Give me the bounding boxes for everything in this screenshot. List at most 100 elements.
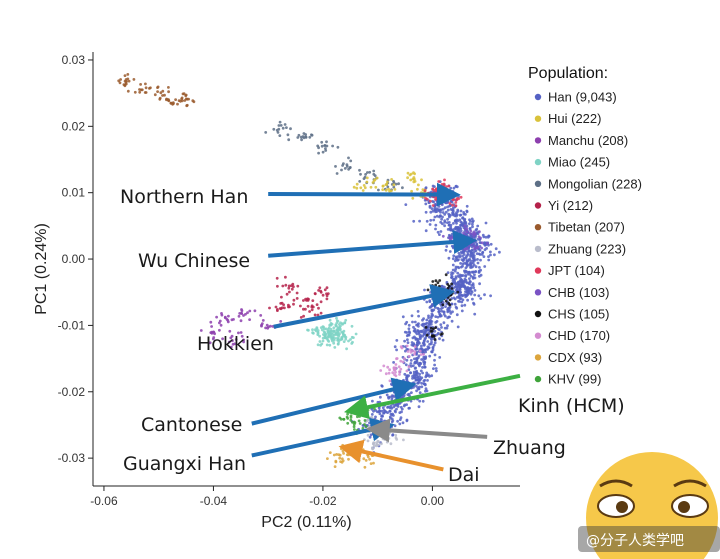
data-point — [447, 214, 451, 218]
data-point — [325, 140, 328, 144]
data-point — [268, 306, 271, 310]
data-point — [423, 337, 427, 341]
legend-entry: Han (9,043) — [534, 90, 617, 105]
data-point — [425, 219, 429, 223]
data-point — [362, 457, 366, 461]
data-point — [310, 133, 313, 137]
data-point — [412, 372, 416, 376]
annotation-arrow — [251, 417, 395, 458]
data-point — [457, 283, 460, 287]
data-point — [289, 127, 292, 131]
annotation-label: Hokkien — [197, 333, 274, 355]
data-point — [248, 318, 252, 321]
data-point — [498, 250, 501, 254]
legend-swatch — [534, 289, 542, 296]
x-axis-ticks: -0.06 -0.04 -0.02 0.00 — [90, 486, 444, 508]
data-point — [362, 184, 366, 187]
data-point — [484, 235, 488, 239]
data-point — [341, 331, 345, 335]
data-point — [426, 288, 430, 292]
data-point — [238, 312, 242, 315]
y-tick: 0.02 — [62, 119, 93, 133]
legend-entry: Zhuang (223) — [534, 241, 626, 256]
data-point — [396, 405, 400, 408]
data-point — [453, 302, 457, 306]
data-point — [399, 359, 403, 363]
data-point — [431, 187, 435, 191]
data-point — [472, 245, 476, 248]
data-point — [386, 180, 389, 184]
data-point — [471, 297, 474, 301]
data-point — [487, 258, 491, 262]
data-point — [123, 84, 127, 88]
legend-label: Mongolian (228) — [548, 176, 642, 191]
data-point — [299, 316, 303, 319]
data-point — [371, 420, 375, 424]
data-point — [479, 297, 483, 300]
data-point — [324, 327, 328, 331]
data-point — [446, 228, 450, 231]
data-point — [417, 183, 420, 187]
data-point — [338, 456, 342, 460]
data-point — [354, 402, 358, 406]
data-point — [417, 332, 421, 336]
axes: -0.06 -0.04 -0.02 0.00 0.030.020.010.00-0.0… — [33, 52, 520, 531]
emoji-left-eye-icon — [597, 494, 635, 518]
data-point — [264, 131, 268, 134]
data-point — [297, 133, 301, 137]
data-point — [343, 321, 347, 324]
data-point — [434, 227, 437, 231]
data-point — [354, 332, 358, 336]
data-point — [463, 303, 467, 307]
legend-label: Manchu (208) — [548, 133, 628, 148]
data-point — [126, 89, 130, 93]
data-point — [434, 315, 438, 318]
annotation-label: Northern Han — [120, 186, 248, 208]
data-point — [227, 340, 231, 344]
data-point — [428, 342, 431, 346]
data-point — [397, 182, 400, 186]
data-point — [458, 300, 462, 303]
data-point — [382, 411, 385, 415]
data-point — [478, 274, 481, 278]
data-point — [302, 307, 305, 311]
data-point — [456, 210, 460, 213]
data-point — [336, 145, 340, 149]
data-point — [472, 234, 476, 238]
data-point — [435, 197, 439, 201]
data-point — [480, 241, 484, 245]
data-point — [450, 271, 453, 275]
data-point — [404, 322, 407, 326]
data-point — [439, 230, 443, 233]
data-point — [378, 409, 382, 413]
x-tick-label: 0.00 — [421, 494, 445, 508]
data-point — [436, 297, 440, 301]
data-point — [332, 326, 336, 330]
data-point — [148, 87, 151, 90]
data-point — [311, 299, 315, 302]
data-point — [331, 144, 334, 148]
data-point — [472, 301, 475, 305]
y-tick: 0.01 — [62, 186, 93, 200]
data-point — [373, 444, 376, 447]
data-point — [448, 315, 451, 319]
data-point — [381, 184, 385, 188]
data-point — [409, 362, 413, 365]
data-point — [451, 197, 454, 201]
data-point — [426, 347, 429, 351]
data-point — [418, 385, 421, 389]
data-point — [144, 82, 147, 86]
data-point — [470, 270, 474, 274]
y-tick: -0.01 — [58, 318, 93, 332]
data-point — [364, 425, 368, 428]
data-point — [473, 273, 476, 277]
data-point — [416, 310, 420, 313]
data-point — [462, 231, 465, 235]
data-point — [424, 210, 428, 214]
data-point — [403, 372, 407, 376]
y-tick-label: -0.02 — [58, 385, 86, 399]
data-point — [242, 338, 246, 342]
data-point — [361, 426, 365, 430]
data-point — [276, 284, 279, 288]
data-point — [316, 313, 320, 317]
